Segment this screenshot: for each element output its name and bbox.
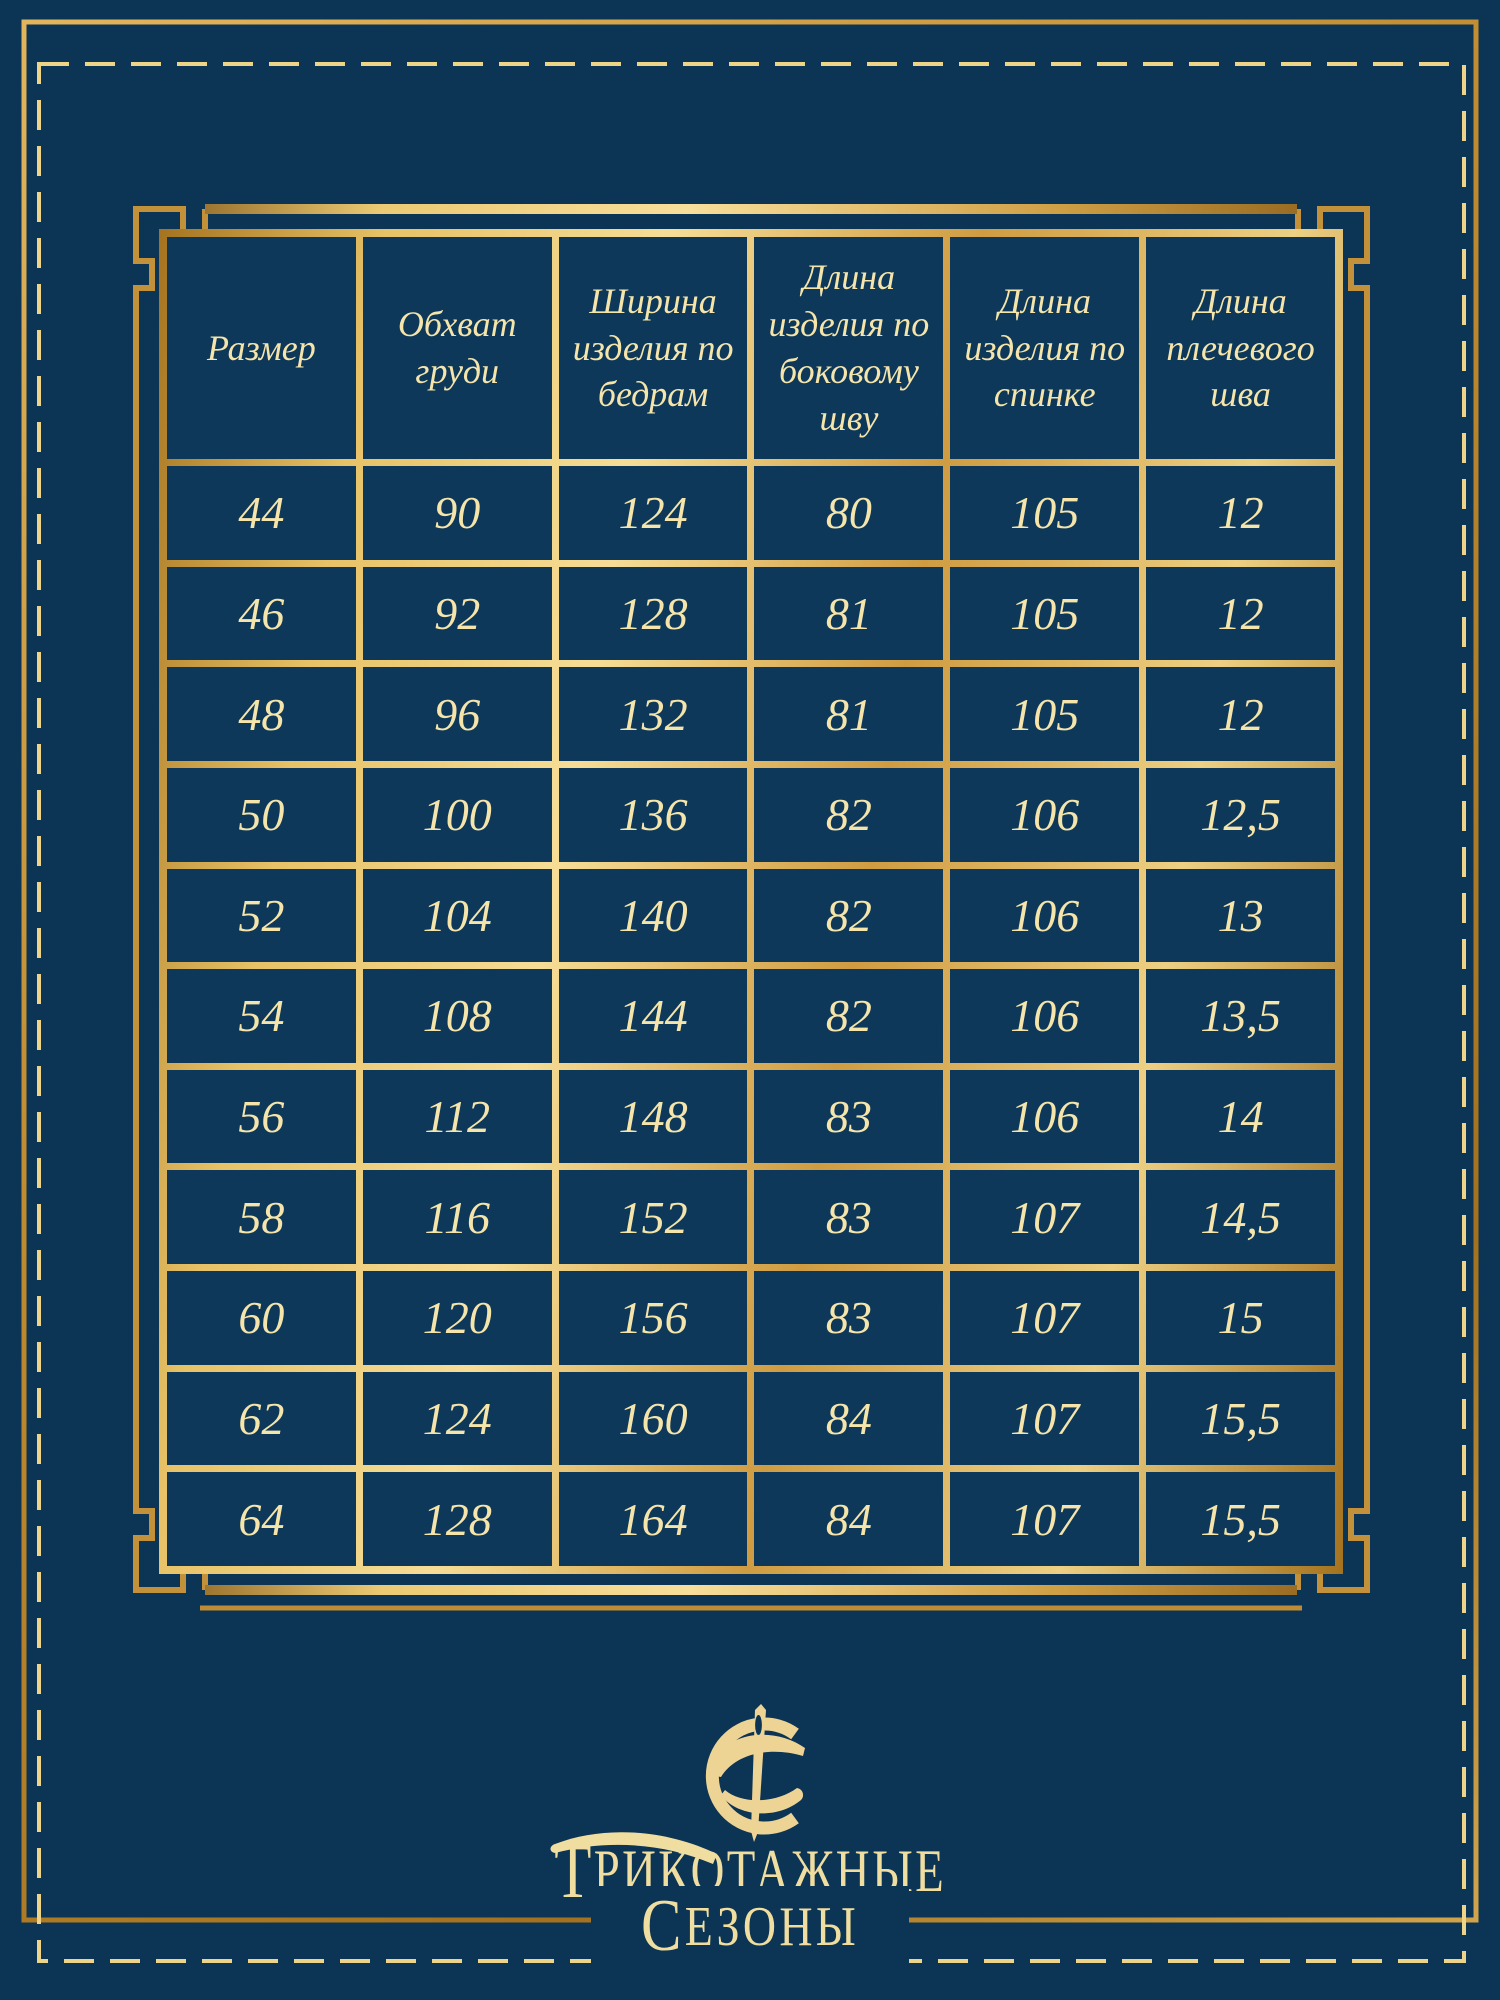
data-cell: 156 [558,1271,748,1365]
data-cell: 82 [754,868,944,963]
frame-left-line [133,206,186,1593]
data-cell: 107 [950,1371,1140,1466]
data-cell: 92 [362,566,552,661]
data-cell: 58 [167,1170,356,1265]
data-cell: 50 [167,767,356,862]
data-cell: 120 [362,1271,552,1365]
data-cell: 124 [558,466,748,560]
data-cell: 112 [362,1069,552,1164]
header-cell: Ширина изделия по бедрам [558,237,748,459]
data-cell: 12 [1146,466,1335,560]
flourish-icon [550,1832,717,1864]
data-cell: 84 [754,1472,944,1566]
data-cell: 82 [754,969,944,1063]
data-cell: 12 [1146,566,1335,661]
data-cell: 14,5 [1146,1170,1335,1265]
data-cell: 108 [362,969,552,1063]
header-cell: Размер [167,237,356,459]
data-cell: 48 [167,667,356,761]
data-cell: 105 [950,566,1140,661]
data-cell: 107 [950,1271,1140,1365]
data-cell: 104 [362,868,552,963]
thread-swash-upper [711,1734,805,1777]
data-cell: 44 [167,466,356,560]
data-cell: 164 [558,1472,748,1566]
data-cell: 83 [754,1069,944,1164]
data-cell: 15,5 [1146,1472,1335,1566]
data-cell: 81 [754,667,944,761]
data-cell: 116 [362,1170,552,1265]
data-cell: 144 [558,969,748,1063]
data-cell: 83 [754,1170,944,1265]
data-cell: 80 [754,466,944,560]
data-cell: 62 [167,1371,356,1466]
data-cell: 106 [950,1069,1140,1164]
brand-monogram-icon [705,1704,805,1842]
data-cell: 152 [558,1170,748,1265]
thread-swash-lower [721,1788,804,1814]
header-cell: Длина изделия по спинке [950,237,1140,459]
dashed-border-line [37,62,1466,1963]
header-cell: Длина изделия по боковому шву [754,237,944,459]
data-cell: 84 [754,1371,944,1466]
header-cell: Длина плечевого шва [1146,237,1335,459]
data-cell: 13,5 [1146,969,1335,1063]
data-cell: 82 [754,767,944,862]
brand-initial: С [640,1885,685,1967]
data-cell: 132 [558,667,748,761]
data-cell: 54 [167,969,356,1063]
data-cell: 128 [558,566,748,661]
data-cell: 148 [558,1069,748,1164]
data-cell: 140 [558,868,748,963]
data-cell: 15 [1146,1271,1335,1365]
data-cell: 13 [1146,868,1335,963]
data-cell: 105 [950,667,1140,761]
frame-right-line [1317,206,1370,1593]
data-cell: 46 [167,566,356,661]
data-cell: 81 [754,566,944,661]
data-cell: 136 [558,767,748,862]
data-cell: 106 [950,868,1140,963]
data-cell: 100 [362,767,552,862]
data-cell: 15,5 [1146,1371,1335,1466]
data-cell: 56 [167,1069,356,1164]
data-cell: 60 [167,1271,356,1365]
data-cell: 128 [362,1472,552,1566]
data-cell: 12,5 [1146,767,1335,862]
data-cell: 64 [167,1472,356,1566]
data-cell: 107 [950,1472,1140,1566]
data-cell: 90 [362,466,552,560]
data-cell: 106 [950,969,1140,1063]
data-cell: 124 [362,1371,552,1466]
data-cell: 106 [950,767,1140,862]
data-cell: 12 [1146,667,1335,761]
data-cell: 52 [167,868,356,963]
data-cell: 96 [362,667,552,761]
data-cell: 14 [1146,1069,1335,1164]
data-cell: 107 [950,1170,1140,1265]
brand-name-line2: СЕЗОНЫ [0,1885,1500,1968]
size-table: Размер Обхват груди Ширина изделия по бедр… [159,229,1343,1574]
data-cell: 105 [950,466,1140,560]
data-cell: 160 [558,1371,748,1466]
header-cell: Обхват груди [362,237,552,459]
data-cell: 83 [754,1271,944,1365]
